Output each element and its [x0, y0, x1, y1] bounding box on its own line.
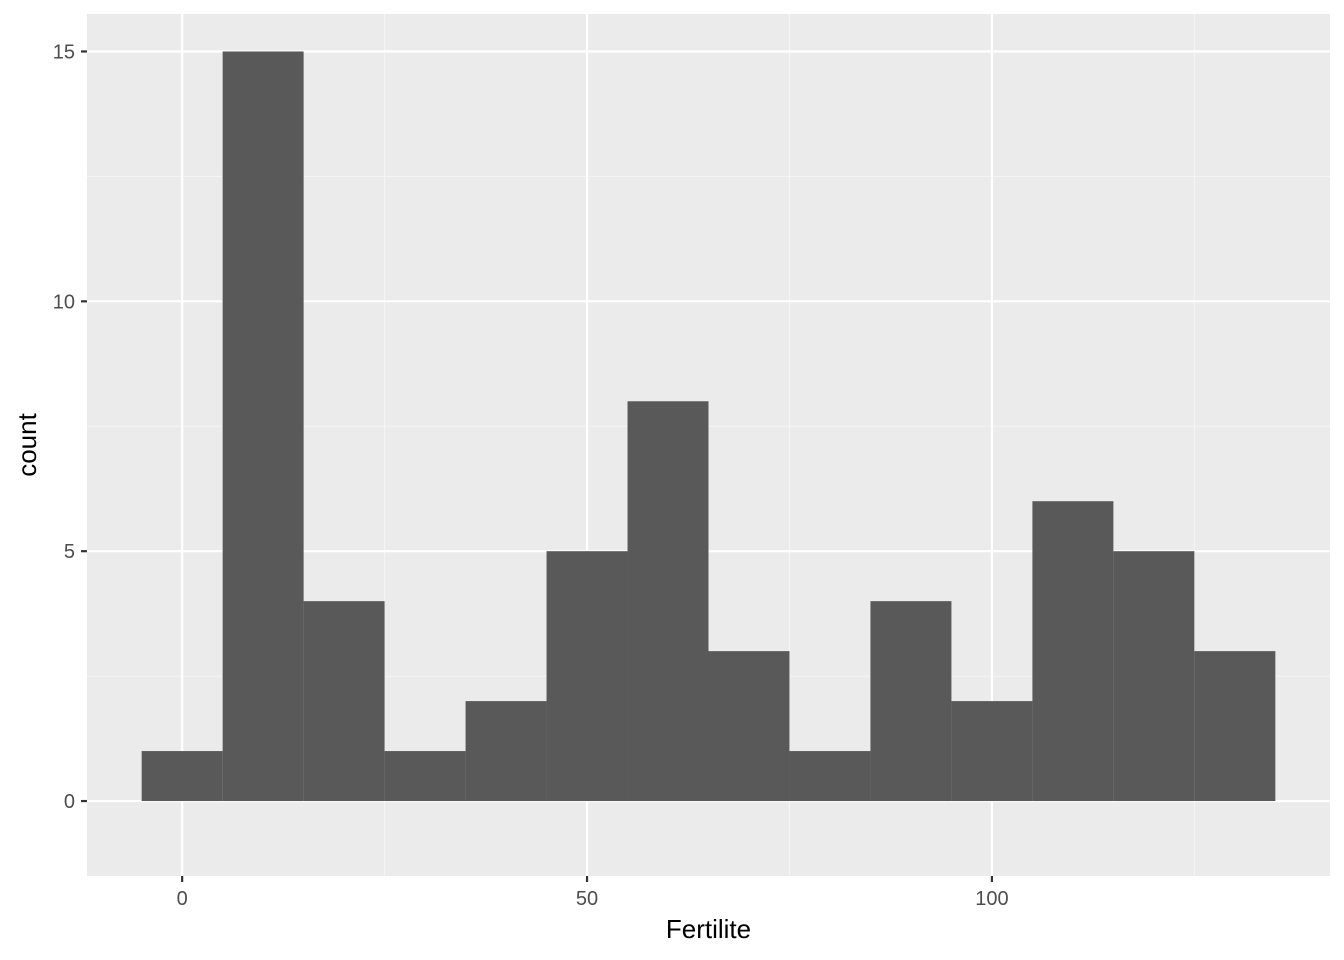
histogram-bar [627, 401, 709, 802]
histogram-bar [546, 551, 628, 802]
histogram-bar [1032, 501, 1114, 802]
x-tick-label: 50 [576, 888, 598, 910]
histogram-bar [384, 751, 466, 802]
x-axis-title: Fertilite [666, 914, 751, 944]
histogram-bar [303, 601, 385, 802]
histogram-bar [708, 651, 790, 802]
y-tick-label: 5 [64, 541, 75, 563]
x-tick-label: 0 [177, 888, 188, 910]
y-tick-label: 15 [53, 41, 75, 63]
histogram-bar [1113, 551, 1195, 802]
histogram-bar [789, 751, 871, 802]
histogram-bar [951, 701, 1033, 802]
histogram-bar [222, 51, 304, 802]
histogram-bar [465, 701, 547, 802]
x-axis: 0 50 100 [177, 876, 1009, 910]
histogram-bar [141, 751, 223, 802]
histogram-bars [141, 51, 1276, 802]
y-axis-title: count [12, 412, 42, 476]
y-tick-label: 10 [53, 291, 75, 313]
y-axis: 0 5 10 15 [53, 41, 87, 813]
histogram-bar [1194, 651, 1276, 802]
x-tick-label: 100 [975, 888, 1008, 910]
y-tick-label: 0 [64, 791, 75, 813]
histogram-bar [870, 601, 952, 802]
